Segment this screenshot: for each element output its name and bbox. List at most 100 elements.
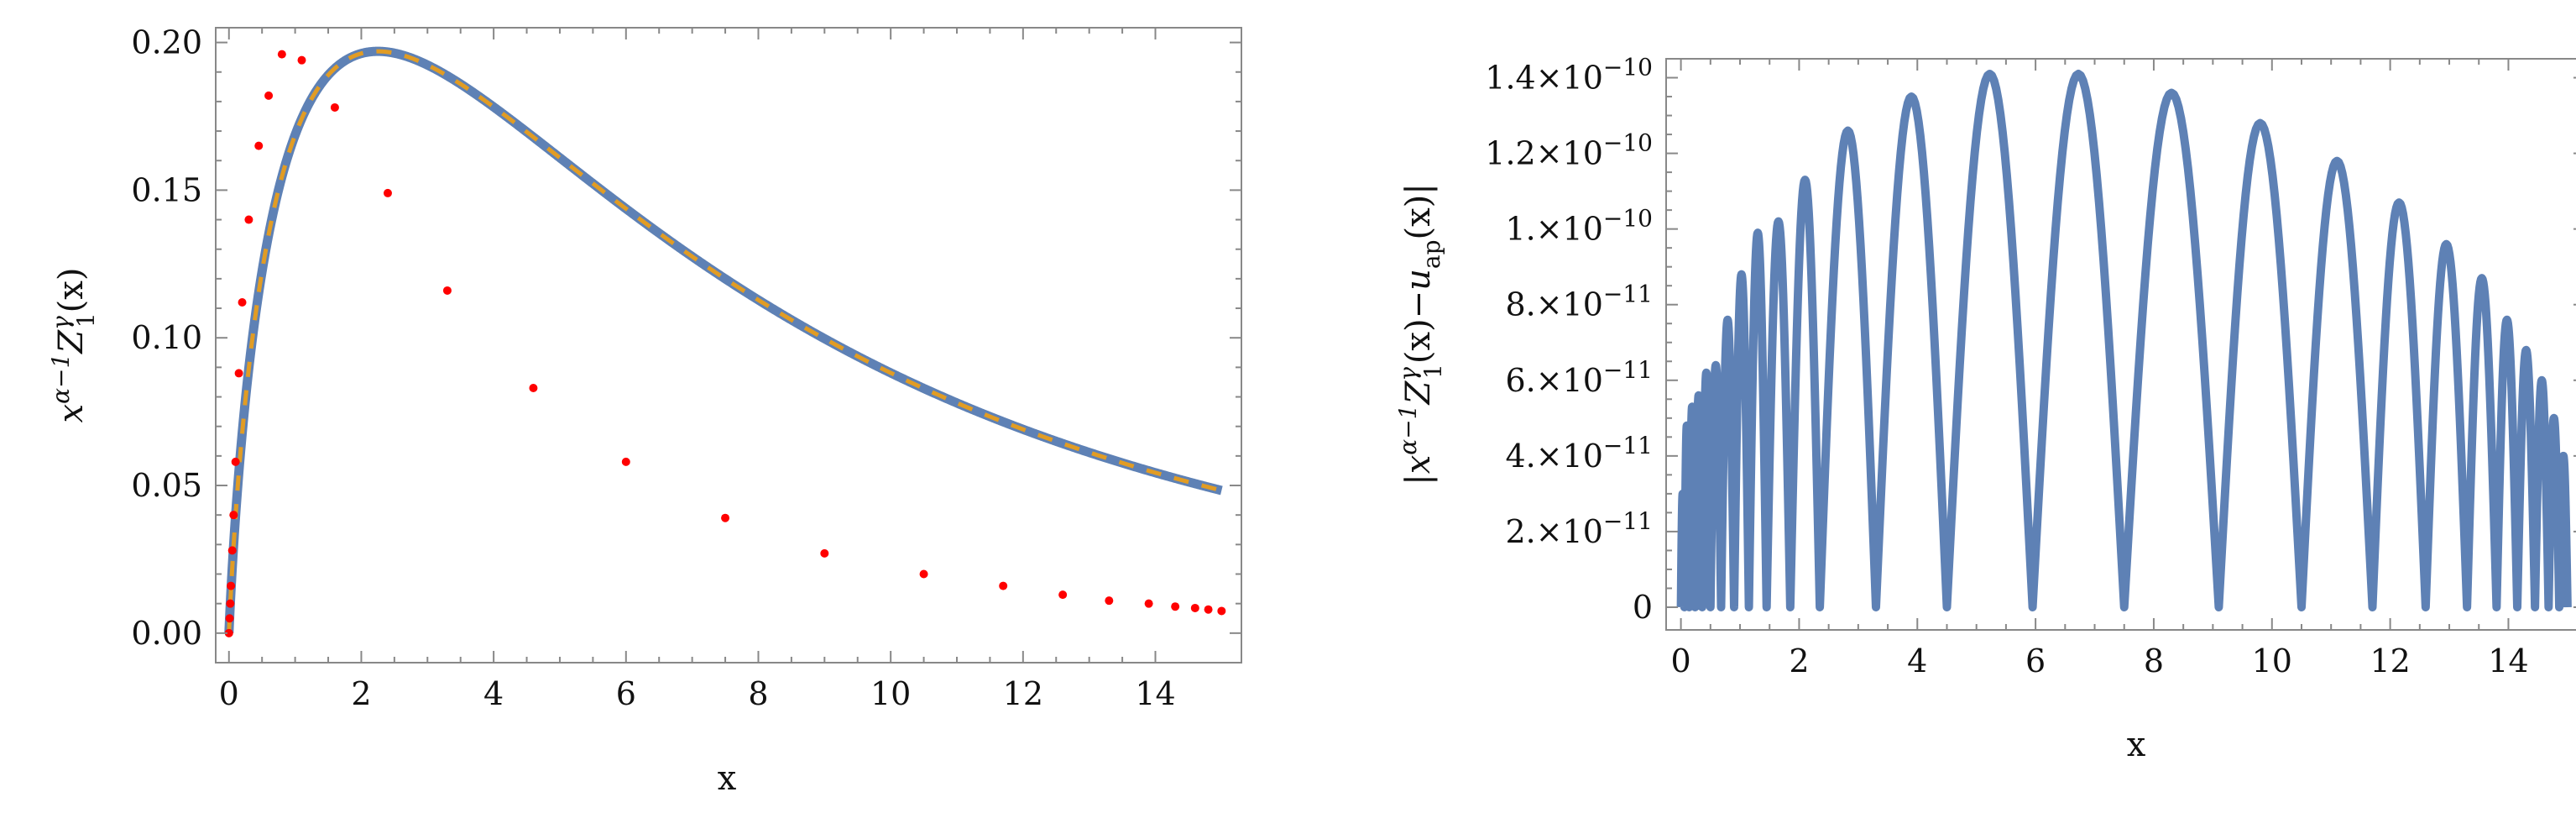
right-ylabel-subu: ap (1418, 239, 1445, 269)
left-ylabel-sup1: α−1 (47, 354, 75, 404)
right-y-tick-mantissa: 1.2×10 (1485, 135, 1603, 172)
left-x-tick-label: 14 (1135, 675, 1175, 712)
left-ylabel-arg: (x) (52, 268, 91, 313)
right-y-tick-label: 0 (1633, 589, 1653, 626)
right-ylabel-mid: (x)− (1399, 291, 1438, 364)
right-ylabel-sup1: α−1 (1394, 405, 1422, 455)
left-y-tick-label: 0.00 (131, 615, 202, 652)
left-data-point (264, 91, 274, 100)
left-data-point (1105, 596, 1114, 606)
left-y-tick-label: 0.20 (131, 24, 202, 61)
right-ylabel-supz: γ (1394, 367, 1422, 381)
left-data-point (529, 383, 538, 392)
right-x-tick-label: 8 (2144, 643, 2164, 679)
left-series-exact-line (224, 46, 1225, 638)
left-x-tick-label: 10 (870, 675, 911, 712)
left-data-point (234, 369, 243, 378)
left-plot-frame (215, 27, 1242, 664)
left-x-tick-label: 4 (483, 675, 504, 712)
left-data-point (1144, 599, 1153, 608)
right-y-tick-exponent: −10 (1603, 54, 1653, 81)
left-data-point (1171, 602, 1180, 611)
left-data-point (1217, 606, 1226, 616)
right-plot-frame (1665, 58, 2576, 631)
left-data-point (820, 548, 829, 558)
right-y-tick-mantissa: 2.×10 (1505, 513, 1602, 550)
left-data-point (226, 599, 235, 608)
right-y-tick-exponent: −11 (1603, 281, 1653, 308)
left-data-point (999, 581, 1008, 590)
right-y-tick-mantissa: 1.×10 (1505, 211, 1602, 248)
right-x-tick-label: 10 (2252, 643, 2292, 679)
left-y-tick-label: 0.10 (131, 319, 202, 356)
right-y-tick-mantissa: 8.×10 (1505, 286, 1602, 323)
right-series-group (1676, 70, 2572, 611)
left-data-point (1190, 603, 1199, 612)
right-series-error-line (1676, 70, 2572, 611)
right-x-tick-label: 0 (1671, 643, 1691, 679)
right-ylabel-base: x (1399, 455, 1438, 475)
right-y-tick-label: 1.2×10−10 (1485, 129, 1653, 172)
right-y-tick-mantissa: 4.×10 (1505, 438, 1602, 475)
right-y-tick-label: 1.4×10−10 (1485, 54, 1653, 97)
right-ylabel-end: (x)| (1399, 183, 1438, 239)
left-data-point (254, 141, 264, 150)
left-data-point (1058, 590, 1068, 600)
left-x-tick-label: 12 (1003, 675, 1043, 712)
right-x-tick-label: 12 (2370, 643, 2410, 679)
right-x-tick-label: 6 (2025, 643, 2046, 679)
left-ylabel-z: Z (52, 329, 91, 355)
left-series-group (224, 46, 1226, 638)
right-y-tick-label: 4.×10−11 (1505, 432, 1653, 475)
left-data-point (383, 188, 392, 197)
right-y-tick-label: 6.×10−11 (1505, 356, 1653, 399)
right-y-tick-exponent: −11 (1603, 356, 1653, 384)
right-ylabel-subz: 1 (1419, 364, 1447, 379)
left-x-axis-label: x (718, 759, 737, 798)
left-data-point (231, 457, 240, 466)
right-y-tick-exponent: −11 (1603, 432, 1653, 459)
right-y-tick-label: 8.×10−11 (1505, 281, 1653, 323)
left-data-point (621, 457, 630, 466)
left-data-point (442, 286, 452, 295)
left-data-point (224, 628, 233, 637)
left-data-point (225, 614, 234, 623)
left-y-tick-label: 0.15 (131, 171, 202, 208)
right-ylabel-open: | (1399, 474, 1438, 485)
left-x-tick-label: 6 (616, 675, 636, 712)
left-x-tick-label: 0 (219, 675, 239, 712)
right-y-tick-mantissa: 6.×10 (1505, 362, 1602, 399)
right-x-tick-label: 4 (1907, 643, 1927, 679)
right-y-tick-label: 1.×10−10 (1505, 205, 1653, 248)
left-x-tick-label: 2 (351, 675, 371, 712)
left-data-point (277, 50, 286, 59)
left-data-point (227, 546, 237, 555)
left-data-point (229, 511, 238, 520)
left-data-point (238, 298, 247, 307)
right-y-tick-label: 2.×10−11 (1505, 507, 1653, 550)
left-ylabel-subz: 1 (72, 312, 100, 328)
left-chart: 0 2 4 6 8 10 12 140.000.050.100.150.20 x xα−1Zγ… (47, 24, 1242, 798)
left-data-point (244, 215, 253, 224)
right-x-axis-label: x (2127, 726, 2146, 764)
left-ylabel-base: x (52, 404, 91, 423)
right-y-tick-exponent: −11 (1603, 507, 1653, 535)
left-data-point (919, 569, 928, 579)
left-data-point (227, 581, 236, 590)
right-x-tick-label: 2 (1789, 643, 1809, 679)
right-y-tick-exponent: −10 (1603, 205, 1653, 233)
right-y-tick-mantissa: 1.4×10 (1485, 60, 1603, 97)
right-y-tick-exponent: −10 (1603, 129, 1653, 157)
left-data-point (330, 102, 339, 112)
left-data-point (721, 513, 730, 522)
right-y-axis-label: |xα−1Zγ1(x)−uap(x)| (1394, 183, 1447, 485)
right-y-tick-mantissa: 0 (1633, 589, 1653, 626)
left-ticks-group: 0 2 4 6 8 10 12 14 0.00 0.05 0.10 0.15 0.20 (131, 24, 1241, 712)
right-ticks-group: 0 2 4 6 8 10 12 1402.×10−114.×10−116.×10−118.×1… (1485, 54, 2576, 679)
left-y-axis-label: xα−1Zγ1(x) (47, 268, 100, 423)
left-x-tick-label: 8 (748, 675, 768, 712)
left-series-approx-line (227, 49, 1222, 633)
left-ylabel-supz: γ (47, 316, 75, 330)
left-y-tick-label: 0.05 (131, 467, 202, 504)
